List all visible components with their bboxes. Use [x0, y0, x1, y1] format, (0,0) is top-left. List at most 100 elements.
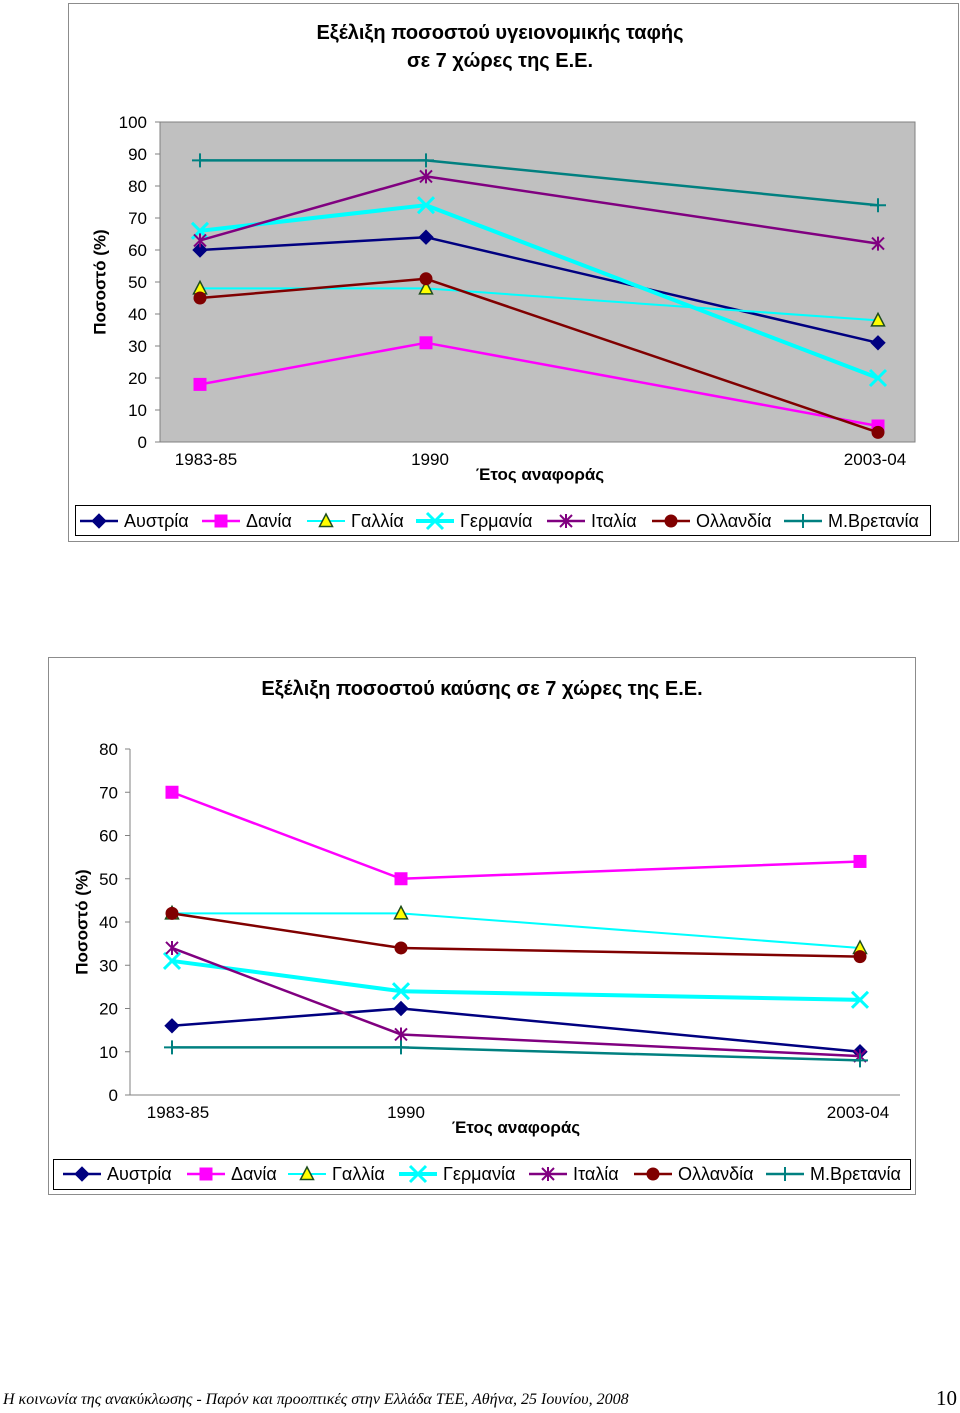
- chart2-legend-label-5: Ιταλία: [573, 1164, 619, 1184]
- chart1-y-tick-label-0: 0: [138, 433, 147, 452]
- chart2-legend-marker-5: [541, 1167, 555, 1181]
- chart1-legend-marker-3: [318, 512, 334, 528]
- chart1-legend-marker-5: [559, 514, 573, 528]
- chart2-series-4-point-1: [162, 951, 182, 970]
- chart1-plot-area: [159, 121, 916, 443]
- chart2-series-7-point-3: [852, 1053, 868, 1068]
- chart1-series-3-point-3: [870, 311, 886, 327]
- chart2-series-6-point-3: [853, 950, 867, 964]
- chart2-x-tick-label-2: 1990: [387, 1103, 425, 1122]
- chart2-legend-item-2: Δανία: [187, 1164, 277, 1184]
- chart2-y-tick-label-3: 30: [99, 956, 118, 975]
- chart2-legend-label-6: Ολλανδία: [678, 1164, 754, 1184]
- chart2-legend-marker-3: [299, 1165, 315, 1181]
- chart1-legend-label-4: Γερμανία: [460, 511, 532, 531]
- chart1-x-tick-label-1: 1983-85: [175, 450, 237, 469]
- chart1-legend-label-6: Ολλανδία: [696, 511, 772, 531]
- chart2-legend-item-1: Αυστρία: [63, 1164, 172, 1184]
- chart2-series-5-point-2: [394, 1027, 408, 1042]
- chart2-series-6-point-1: [165, 906, 179, 920]
- chart2-x-axis-title: Έτος αναφοράς: [452, 1118, 580, 1137]
- chart1-y-tick-label-1: 10: [128, 401, 147, 420]
- chart1-legend-marker-2: [214, 514, 228, 528]
- footer-citation: Η κοινωνία της ανακύκλωσης - Παρόν και π…: [3, 1391, 629, 1408]
- chart2-series-2-point-1: [165, 785, 179, 799]
- chart2-legend-label-2: Δανία: [231, 1164, 277, 1184]
- chart2-y-axis-title: Ποσοστό (%): [73, 869, 92, 974]
- chart2-series-4-point-2: [391, 982, 411, 1001]
- landfill-rate-chart: Εξέλιξη ποσοστού υγειονομικής ταφής σε 7 …: [68, 3, 959, 542]
- chart2-legend-item-4: Γερμανία: [399, 1164, 515, 1184]
- chart1-series-6-point-3: [871, 425, 885, 439]
- chart2-legend-label-3: Γαλλία: [332, 1164, 385, 1184]
- chart2-series-2-point-3: [853, 854, 867, 868]
- chart1-legend-marker-4: [425, 511, 445, 531]
- chart1-series-1-point-2: [418, 229, 434, 245]
- chart1-title-line-2: σε 7 χώρες της Ε.Ε.: [407, 50, 593, 72]
- chart1-legend-label-1: Αυστρία: [124, 511, 189, 531]
- chart2-y-tick-label-5: 50: [99, 870, 118, 889]
- chart1-y-axis-title: Ποσοστό (%): [91, 229, 110, 334]
- chart2-legend-label-4: Γερμανία: [443, 1164, 515, 1184]
- chart1-x-tick-label-2: 1990: [411, 450, 449, 469]
- chart1-y-tick-label-9: 90: [128, 145, 147, 164]
- incineration-rate-chart: Εξέλιξη ποσοστού καύσης σε 7 χώρες της Ε…: [48, 657, 916, 1195]
- chart2-x-tick-label-1: 1983-85: [147, 1103, 209, 1122]
- chart1-y-tick-label-2: 20: [128, 369, 147, 388]
- chart1-y-tick-label-6: 60: [128, 241, 147, 260]
- chart1-series-6-point-1: [193, 291, 207, 305]
- chart2-y-tick-label-4: 40: [99, 913, 118, 932]
- chart1-series-3-point-2: [418, 279, 434, 295]
- chart1-series-1-point-3: [870, 335, 886, 351]
- chart1-legend-label-5: Ιταλία: [591, 511, 637, 531]
- chart1-legend: Αυστρία Δανία Γαλλία Γερμανία Ιταλία Ολλανδία…: [75, 505, 931, 536]
- chart2-y-tick-label-2: 20: [99, 1000, 118, 1019]
- chart2-y-tick-label-8: 80: [99, 740, 118, 759]
- chart1-legend-marker-6: [664, 514, 678, 528]
- chart2-title-line-1: Εξέλιξη ποσοστού καύσης σε 7 χώρες της Ε…: [261, 678, 702, 700]
- chart2-series-2-point-2: [394, 872, 408, 886]
- chart2-legend-marker-1: [74, 1166, 90, 1182]
- chart2-y-tick-label-6: 60: [99, 827, 118, 846]
- chart1-legend-item-1: Αυστρία: [80, 511, 189, 531]
- chart1-y-tick-label-4: 40: [128, 305, 147, 324]
- chart2-series-3-point-2: [393, 904, 409, 920]
- chart1-series-4-point-3: [868, 368, 888, 388]
- chart1-series-2-point-1: [193, 377, 207, 391]
- chart1-legend-item-7: Μ.Βρετανία: [784, 511, 919, 531]
- chart2-series-5-point-1: [165, 940, 179, 955]
- chart2-legend-marker-6: [646, 1167, 660, 1181]
- chart1-series-1-point-1: [192, 242, 208, 258]
- chart1-y-tick-label-10: 100: [119, 113, 147, 132]
- chart2-y-tick-label-0: 0: [109, 1086, 118, 1105]
- chart2-legend: Αυστρία Δανία Γαλλία Γερμανία Ιταλία Ολλανδία…: [53, 1159, 911, 1190]
- chart1-legend-item-3: Γαλλία: [307, 511, 404, 531]
- chart2-legend-marker-7: [777, 1167, 793, 1181]
- chart1-legend-item-2: Δανία: [202, 511, 292, 531]
- chart2-series-7-point-1: [164, 1040, 180, 1055]
- chart2-legend-item-7: Μ.Βρετανία: [766, 1164, 901, 1184]
- chart2-legend-label-1: Αυστρία: [107, 1164, 172, 1184]
- chart1-x-axis-title: Έτος αναφοράς: [476, 465, 604, 484]
- chart2-legend-label-7: Μ.Βρετανία: [810, 1164, 901, 1184]
- chart1-series-5-point-2: [419, 169, 433, 184]
- chart1-x-tick-label-3: 2003-04: [844, 450, 906, 469]
- page-number: 10: [936, 1386, 957, 1410]
- chart1-legend-marker-7: [795, 514, 811, 528]
- chart1-series-5-point-3: [871, 236, 885, 251]
- chart2-legend-item-6: Ολλανδία: [634, 1164, 754, 1184]
- chart1-series-5-point-1: [193, 233, 207, 248]
- chart1-legend-item-5: Ιταλία: [547, 511, 637, 531]
- chart1-title-line-1: Εξέλιξη ποσοστού υγειονομικής ταφής: [316, 22, 683, 44]
- chart2-legend-item-5: Ιταλία: [529, 1164, 619, 1184]
- chart2-series-4-point-3: [850, 990, 870, 1009]
- chart1-legend-marker-1: [91, 513, 107, 529]
- chart1-legend-item-6: Ολλανδία: [652, 511, 772, 531]
- chart1-series-7-point-1: [192, 153, 208, 168]
- chart1-series-6-point-2: [419, 272, 433, 286]
- chart1-legend-label-3: Γαλλία: [351, 511, 404, 531]
- chart1-legend-label-7: Μ.Βρετανία: [828, 511, 919, 531]
- chart2-legend-marker-2: [199, 1167, 213, 1181]
